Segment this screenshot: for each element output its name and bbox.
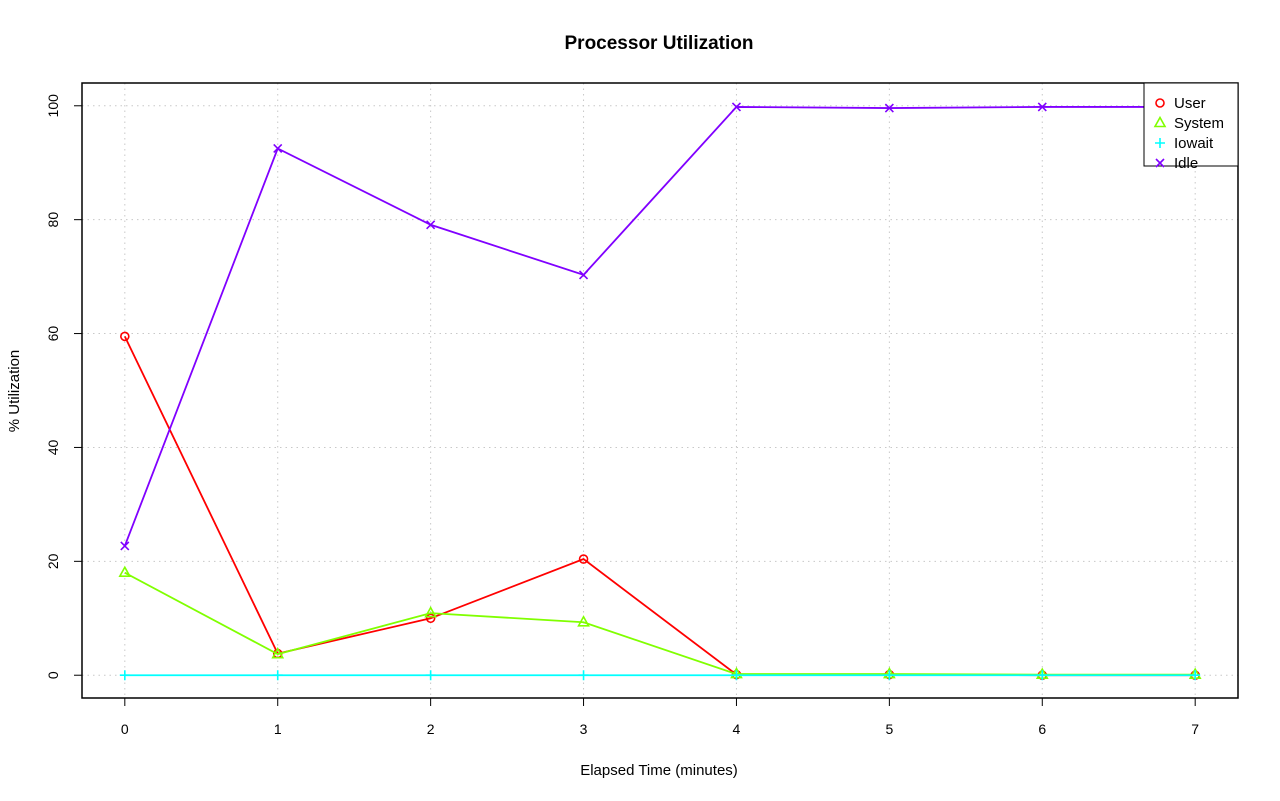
data-point-idle: [120, 541, 130, 551]
legend-item-user: User: [1155, 95, 1206, 112]
legend-box: [1143, 82, 1239, 167]
data-point-idle: [884, 103, 894, 113]
x-tick-label: 1: [274, 721, 282, 737]
y-tick-label: 80: [45, 212, 61, 228]
x-tick-label: 3: [580, 721, 588, 737]
data-point-idle: [1037, 102, 1047, 112]
y-tick-label: 40: [45, 439, 61, 455]
series-iowait: [119, 670, 1201, 681]
data-point-iowait: [272, 670, 283, 681]
series-system: [118, 565, 1202, 679]
y-axis-label: % Utilization: [6, 350, 23, 433]
data-point-idle: [426, 220, 436, 230]
data-point-idle: [273, 143, 283, 154]
x-tick-label: 7: [1191, 721, 1199, 737]
x-tick-label: 4: [733, 721, 741, 737]
x-axis-label: Elapsed Time (minutes): [580, 762, 738, 779]
legend-label-user: User: [1174, 95, 1206, 112]
y-tick-label: 0: [45, 671, 61, 679]
x-tick-label: 5: [885, 721, 893, 737]
data-point-system: [118, 565, 132, 578]
x-tick-label: 6: [1038, 721, 1046, 737]
x-tick-label: 0: [121, 721, 129, 737]
legend-item-iowait: Iowait: [1155, 135, 1214, 152]
y-tick-label: 20: [45, 553, 61, 569]
series-line-user: [123, 336, 1196, 677]
series: [118, 102, 1202, 681]
legend-item-idle: Idle: [1155, 155, 1198, 172]
chart-title: Processor Utilization: [565, 33, 754, 54]
data-point-iowait: [425, 670, 436, 681]
legend-label-iowait: Iowait: [1174, 135, 1214, 152]
plot-frame: [81, 82, 1239, 699]
grid: [82, 83, 1238, 698]
y-tick-label: 100: [45, 94, 61, 118]
data-point-iowait: [578, 670, 589, 681]
data-point-iowait: [1037, 670, 1048, 681]
x-tick-label: 2: [427, 721, 435, 737]
series-idle: [120, 102, 1200, 551]
legend-item-system: System: [1153, 115, 1224, 132]
series-line-idle: [123, 106, 1196, 547]
legend: User System Iowait Idle: [1143, 82, 1239, 172]
data-point-idle: [731, 102, 742, 112]
data-point-user: [425, 613, 436, 624]
legend-marker-user: [1155, 98, 1165, 108]
data-point-system: [577, 615, 590, 627]
legend-marker-idle: [1155, 158, 1165, 168]
data-point-iowait: [731, 670, 742, 681]
legend-marker-system: [1153, 115, 1167, 128]
y-tick-label: 60: [45, 326, 61, 342]
data-point-iowait: [884, 670, 895, 681]
data-point-system: [271, 647, 285, 659]
data-point-iowait: [119, 670, 130, 681]
data-point-user: [578, 554, 589, 564]
data-point-system: [424, 606, 437, 618]
legend-label-system: System: [1174, 115, 1224, 132]
series-user: [120, 331, 1200, 681]
axes: 0 1 2 3 4 5 6 7 0 20 40 60 80 100: [45, 94, 1199, 737]
data-point-iowait: [1190, 670, 1201, 681]
legend-marker-iowait: [1155, 138, 1165, 148]
series-line-system: [124, 571, 1196, 676]
data-point-idle: [578, 270, 589, 280]
legend-label-idle: Idle: [1174, 155, 1198, 172]
data-point-user: [120, 331, 130, 342]
